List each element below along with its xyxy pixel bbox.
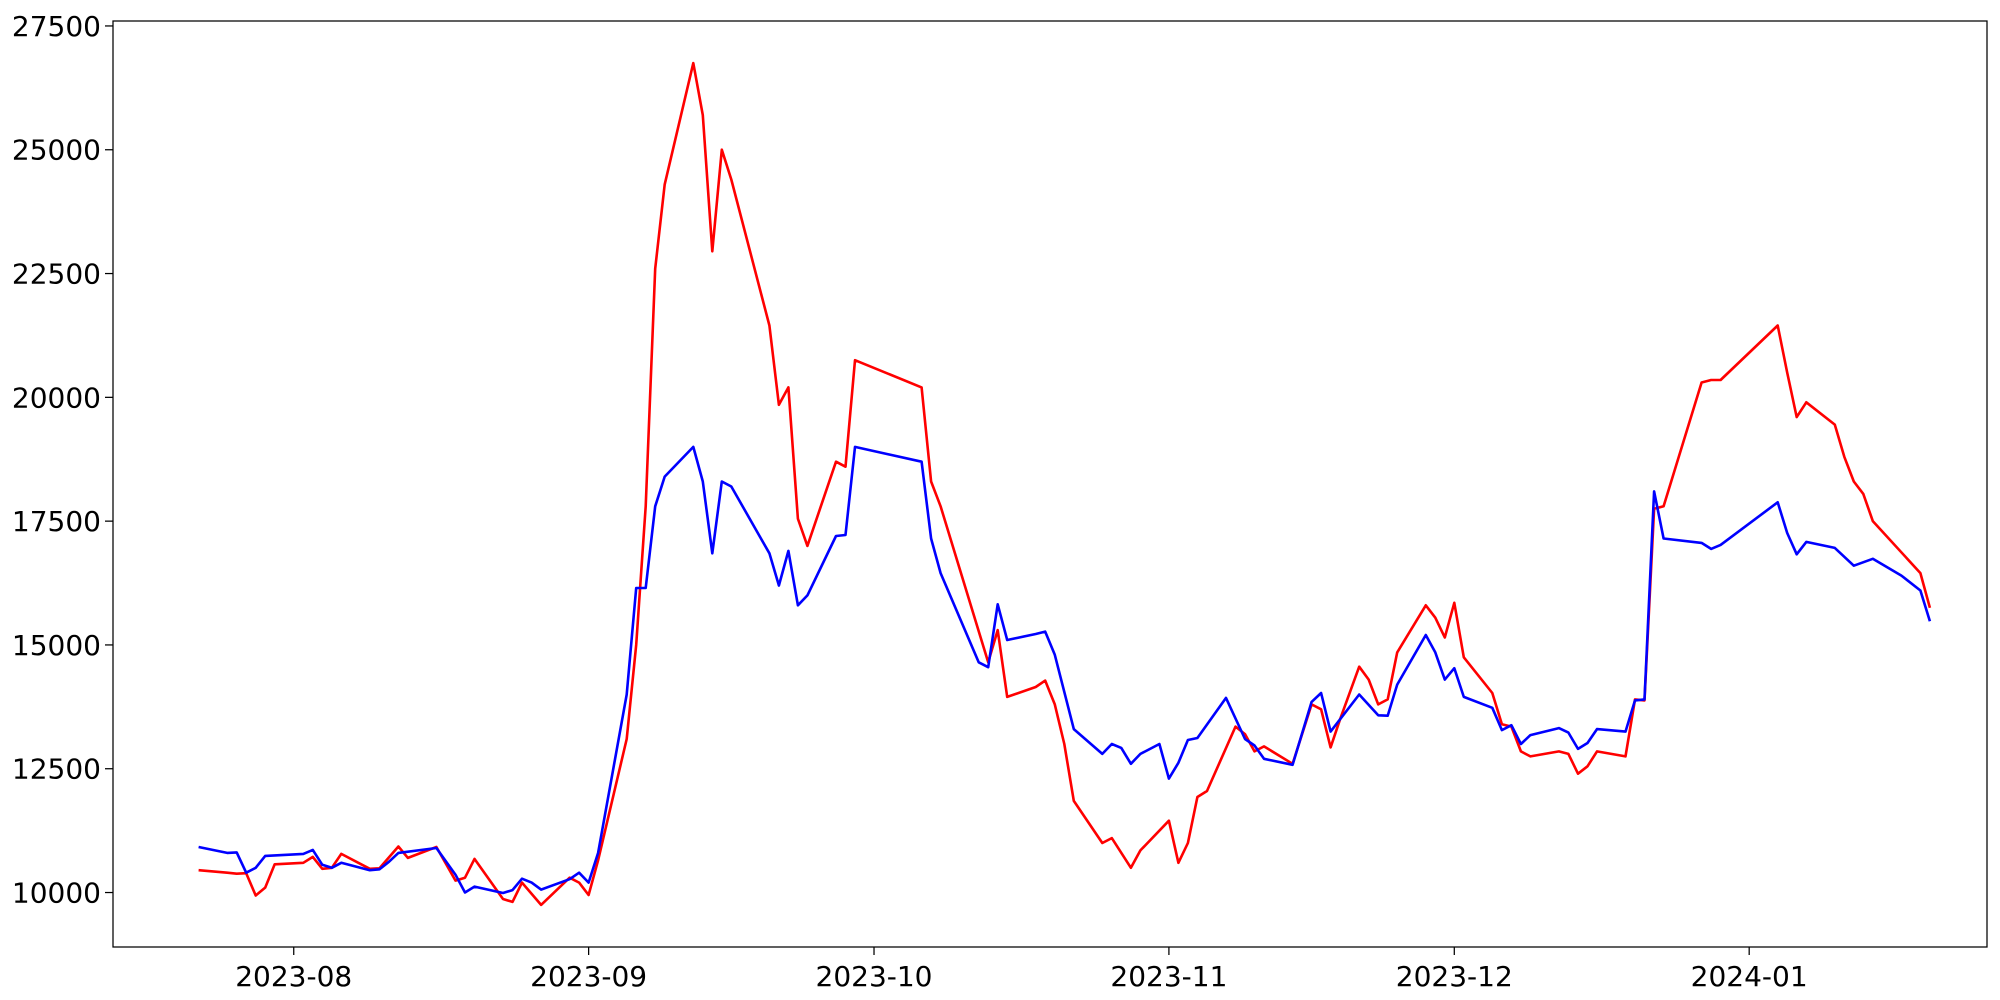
y-tick-label: 10000 <box>12 877 101 910</box>
y-axis: 10000 12500 15000 17500 20000 22500 25000 27500 <box>12 10 113 910</box>
x-tick-label: 2023-09 <box>530 960 647 993</box>
y-tick-label: 12500 <box>12 753 101 786</box>
x-tick-label: 2023-10 <box>816 960 933 993</box>
series-layer <box>198 61 1932 907</box>
y-tick-label: 15000 <box>12 629 101 662</box>
series-line-2 <box>198 445 1932 895</box>
y-tick-label: 25000 <box>12 134 101 167</box>
x-tick-label: 2024-01 <box>1691 960 1808 993</box>
y-tick-label: 27500 <box>12 10 101 43</box>
x-axis: 2023-08 2023-09 2023-10 2023-11 2023-12 2024-… <box>235 947 1808 993</box>
series-line-1 <box>198 61 1932 907</box>
x-tick-label: 2023-11 <box>1110 960 1227 993</box>
y-tick-label: 22500 <box>12 258 101 291</box>
plot-area-frame <box>112 20 1988 948</box>
y-tick-label: 17500 <box>12 505 101 538</box>
x-tick-label: 2023-12 <box>1396 960 1513 993</box>
y-tick-label: 20000 <box>12 381 101 414</box>
x-tick-label: 2023-08 <box>235 960 352 993</box>
